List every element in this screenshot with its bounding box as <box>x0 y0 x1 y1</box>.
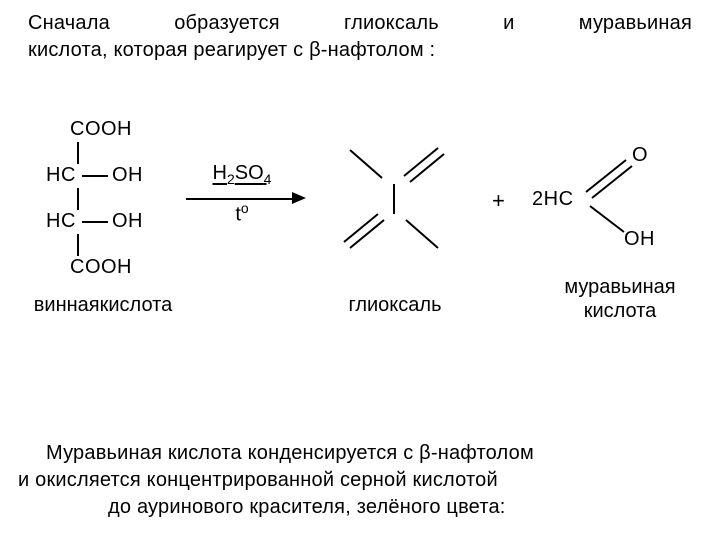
paragraph-outro: Муравьиная кислота конденсируется с β-на… <box>18 440 702 521</box>
label-formic-1: муравьиная <box>540 276 700 299</box>
intro-line-2: кислота, которая реагирует с β-нафтолом … <box>28 39 435 61</box>
page-root: Сначала образуется глиоксаль и муравьина… <box>0 0 720 540</box>
paragraph-intro: Сначала образуется глиоксаль и муравьина… <box>28 10 692 64</box>
outro-line-2: и окисляется концентрированной серной ки… <box>18 467 702 494</box>
reaction-scheme: COOH HC OH HC OH COOH виннаякислота H2SO… <box>0 100 720 380</box>
label-formic-2: кислота <box>540 300 700 323</box>
intro-line-1: Сначала образуется глиоксаль и муравьина… <box>28 10 692 37</box>
outro-line-3: до ауринового красителя, зелёного цвета: <box>18 494 702 521</box>
outro-line-1: Муравьиная кислота конденсируется с β-на… <box>18 440 702 467</box>
